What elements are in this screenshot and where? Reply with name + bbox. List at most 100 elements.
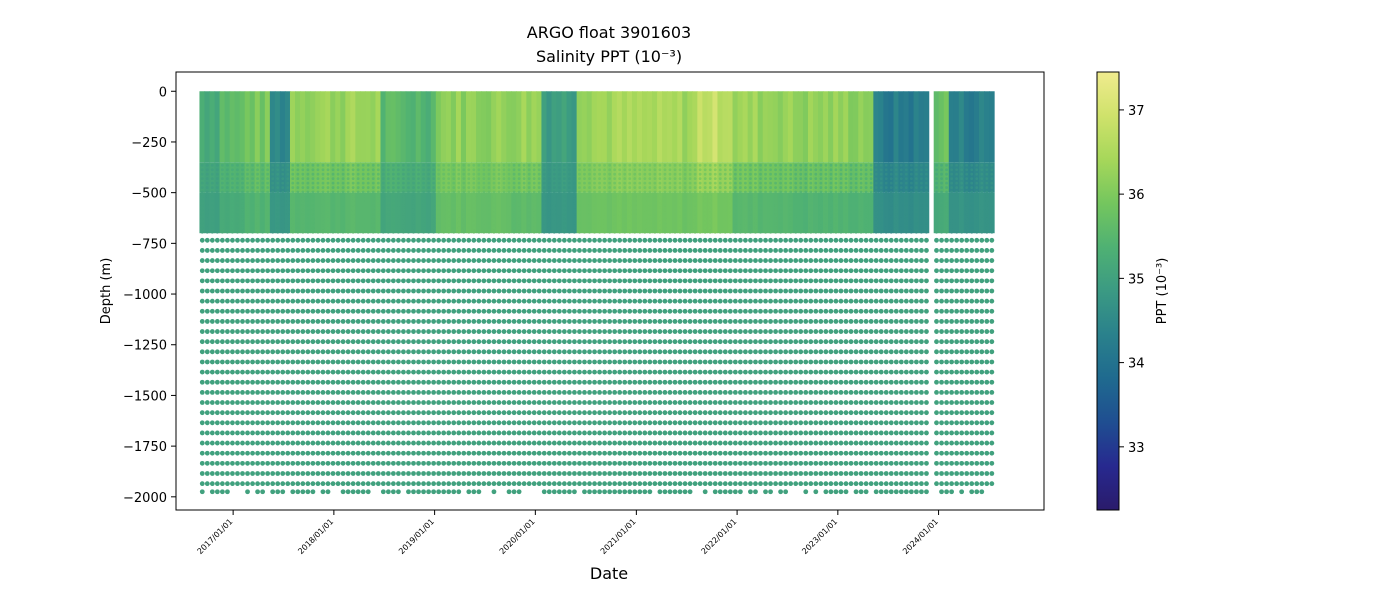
- salinity-column-segment: [405, 192, 412, 234]
- profile-point: [481, 298, 487, 304]
- profile-point: [385, 237, 391, 243]
- profile-point: [331, 172, 335, 176]
- profile-point: [516, 278, 522, 284]
- profile-point: [673, 199, 677, 203]
- profile-point: [300, 349, 306, 355]
- profile-point: [526, 481, 532, 487]
- profile-point: [477, 204, 481, 207]
- profile-point: [310, 379, 316, 385]
- profile-point: [422, 186, 425, 189]
- profile-point: [265, 440, 271, 446]
- profile-point: [320, 288, 326, 294]
- profile-point: [210, 199, 214, 203]
- profile-point: [476, 379, 482, 385]
- profile-point: [225, 278, 230, 284]
- profile-point: [236, 217, 239, 221]
- profile-point: [527, 177, 531, 181]
- profile-point: [226, 221, 229, 225]
- profile-point: [315, 430, 321, 436]
- profile-point: [380, 319, 386, 324]
- profile-point: [573, 221, 576, 225]
- profile-point: [265, 450, 271, 456]
- profile-point: [642, 369, 648, 375]
- profile-point: [707, 440, 713, 446]
- profile-point: [662, 450, 668, 456]
- profile-point: [698, 204, 702, 207]
- profile-point: [552, 186, 556, 189]
- profile-point: [340, 237, 346, 243]
- profile-point: [501, 359, 507, 365]
- salinity-column-segment: [269, 192, 276, 234]
- profile-point: [672, 430, 678, 436]
- profile-point: [361, 186, 365, 189]
- profile-point: [677, 410, 683, 416]
- profile-point: [627, 400, 633, 405]
- salinity-column-segment: [204, 192, 211, 234]
- profile-point: [702, 308, 708, 314]
- profile-point: [266, 204, 270, 207]
- profile-point: [431, 298, 437, 304]
- profile-point: [390, 308, 396, 314]
- profile-point: [577, 379, 582, 385]
- profile-point: [427, 221, 430, 225]
- profile-point: [633, 217, 637, 221]
- profile-point: [286, 163, 290, 167]
- profile-point: [205, 208, 209, 212]
- profile-point: [219, 450, 225, 456]
- profile-point: [456, 278, 462, 284]
- profile-point: [582, 339, 587, 345]
- profile-point: [325, 369, 331, 375]
- profile-point: [401, 329, 406, 334]
- profile-point: [246, 217, 249, 221]
- profile-point: [225, 339, 230, 345]
- profile-point: [356, 221, 360, 225]
- profile-point: [632, 460, 638, 466]
- profile-point: [722, 308, 728, 314]
- profile-point: [250, 278, 255, 284]
- profile-point: [321, 186, 325, 189]
- profile-point: [380, 410, 386, 416]
- profile-point: [697, 237, 703, 243]
- salinity-column-segment: [506, 91, 512, 163]
- salinity-column-segment: [360, 192, 367, 234]
- profile-point: [396, 308, 401, 314]
- profile-point: [703, 230, 707, 234]
- profile-point: [672, 410, 678, 416]
- profile-point: [236, 204, 239, 207]
- profile-point: [345, 430, 351, 436]
- profile-point: [566, 288, 572, 294]
- profile-point: [421, 339, 426, 345]
- profile-point: [335, 460, 341, 466]
- profile-point: [572, 389, 577, 395]
- profile-point: [496, 471, 502, 476]
- profile-point: [214, 460, 220, 466]
- profile-point: [687, 339, 693, 345]
- profile-point: [402, 226, 405, 230]
- profile-point: [250, 319, 255, 324]
- profile-point: [406, 389, 411, 395]
- profile-point: [406, 420, 411, 426]
- profile-point: [522, 204, 526, 207]
- profile-point: [728, 208, 732, 212]
- profile-point: [517, 217, 521, 221]
- profile-point: [608, 163, 612, 167]
- profile-point: [452, 230, 456, 234]
- profile-point: [526, 420, 532, 426]
- profile-point: [511, 308, 517, 314]
- salinity-column-segment: [943, 192, 950, 234]
- salinity-column-segment: [350, 91, 356, 163]
- profile-point: [315, 481, 321, 487]
- profile-point: [642, 319, 648, 324]
- profile-point: [531, 430, 537, 436]
- profile-point: [582, 248, 587, 253]
- salinity-column-segment: [430, 192, 437, 234]
- profile-point: [204, 248, 210, 253]
- profile-point: [541, 319, 547, 324]
- profile-point: [687, 471, 693, 476]
- profile-point: [536, 268, 542, 274]
- profile-point: [588, 230, 591, 234]
- profile-point: [296, 163, 300, 167]
- profile-point: [330, 288, 336, 294]
- profile-point: [657, 308, 663, 314]
- profile-point: [517, 181, 521, 185]
